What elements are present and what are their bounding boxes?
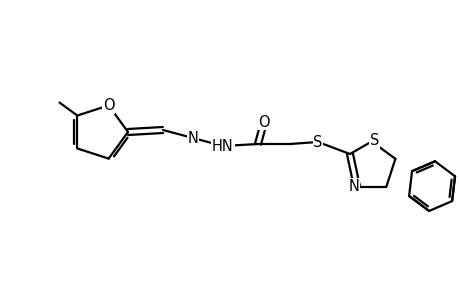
Text: S: S — [313, 134, 322, 149]
Text: N: N — [348, 179, 358, 194]
Text: S: S — [369, 133, 379, 148]
Text: O: O — [257, 115, 269, 130]
Text: N: N — [187, 130, 198, 146]
Text: O: O — [103, 98, 114, 113]
Text: HN: HN — [212, 139, 233, 154]
